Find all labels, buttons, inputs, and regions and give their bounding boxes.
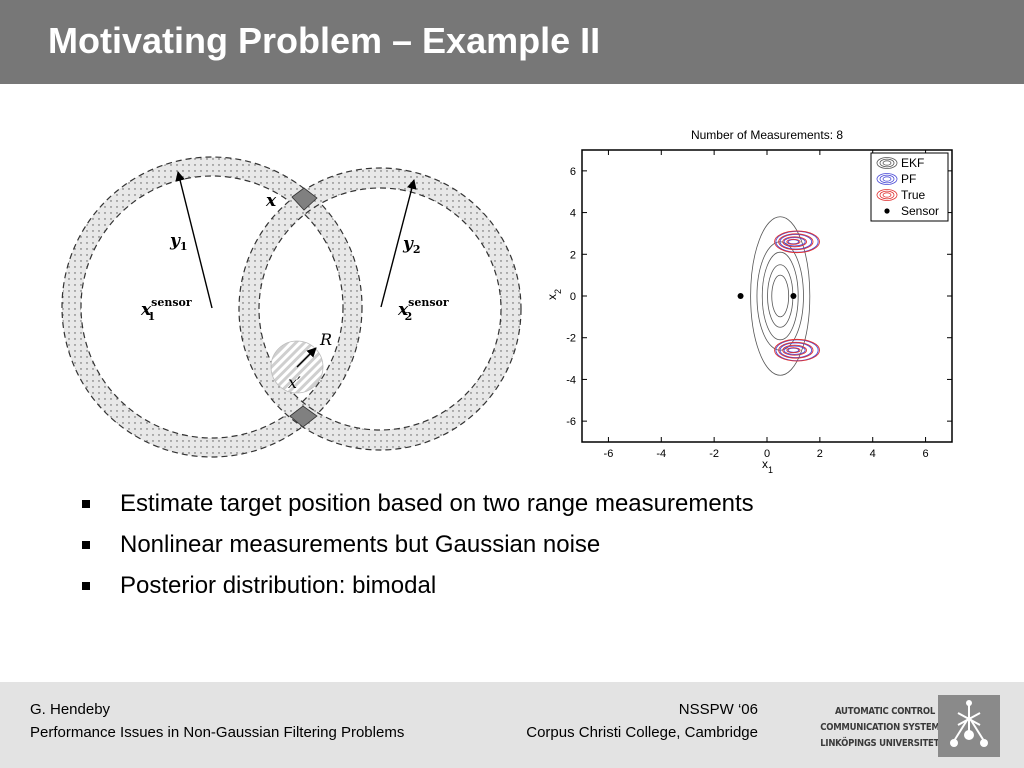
true-contour bbox=[782, 344, 807, 356]
legend-swatch bbox=[879, 158, 895, 168]
legend-label: Sensor bbox=[901, 204, 939, 218]
range-ring-2-outer-edge bbox=[238, 167, 522, 451]
x-tick-label: 0 bbox=[764, 448, 770, 460]
contours bbox=[750, 216, 820, 376]
x-tick-label: -4 bbox=[656, 448, 666, 460]
y-tick-label: -4 bbox=[566, 374, 576, 386]
title-bar: Motivating Problem – Example II bbox=[0, 0, 1024, 84]
range-arrow-2 bbox=[380, 179, 417, 308]
legend-swatch bbox=[882, 192, 892, 198]
bullet-text: Nonlinear measurements but Gaussian nois… bbox=[120, 531, 601, 558]
x-axis-label: x1 bbox=[762, 457, 773, 475]
label-y1: y1 bbox=[169, 231, 188, 253]
pf-contour bbox=[783, 237, 806, 247]
true-contour bbox=[778, 341, 814, 359]
sensor-point bbox=[790, 293, 797, 299]
legend-swatch bbox=[882, 176, 892, 182]
y-tick-label: 4 bbox=[570, 208, 576, 220]
range-arrow-1 bbox=[175, 171, 213, 309]
range-ring-2 bbox=[239, 168, 522, 450]
x-tick-label: 6 bbox=[923, 448, 929, 460]
x-tick-label: 2 bbox=[817, 448, 823, 460]
footer-venue: Corpus Christi College, Cambridge bbox=[526, 724, 758, 741]
intersection-region-top bbox=[291, 187, 318, 211]
label-sensor-1: xsensor 1 bbox=[140, 296, 192, 323]
legend-swatch bbox=[882, 160, 892, 166]
bullet-item: Nonlinear measurements but Gaussian nois… bbox=[82, 527, 754, 568]
bullet-marker bbox=[82, 541, 90, 549]
chart-title: Number of Measurements: 8 bbox=[691, 128, 843, 142]
range-ring-2-inner-edge bbox=[258, 187, 502, 431]
y-tick-label: 6 bbox=[570, 166, 576, 178]
legend-swatch bbox=[876, 157, 898, 169]
slide-title: Motivating Problem – Example II bbox=[48, 20, 601, 61]
label-R: R bbox=[319, 330, 332, 349]
bullet-list: Estimate target position based on two ra… bbox=[82, 486, 754, 609]
university-logo-icon bbox=[938, 695, 1000, 757]
y-tick-label: -6 bbox=[566, 416, 576, 428]
legend: EKF PF True Sensor bbox=[870, 152, 949, 222]
true-contour bbox=[782, 236, 807, 248]
pf-contour bbox=[783, 345, 806, 355]
pf-contour bbox=[779, 234, 813, 250]
institution-logo-text: AUTOMATIC CONTROL COMMUNICATION SYSTEMS … bbox=[820, 704, 946, 752]
footer-author: G. Hendeby bbox=[30, 701, 111, 718]
ekf-contour bbox=[771, 274, 790, 318]
y-tick-label: -2 bbox=[566, 333, 576, 345]
bullet-text: Posterior distribution: bimodal bbox=[120, 572, 437, 599]
footer: G. Hendeby Performance Issues in Non-Gau… bbox=[0, 682, 1024, 768]
intersection-region-bottom bbox=[289, 405, 318, 428]
x-tick-label: -6 bbox=[604, 448, 614, 460]
y-axis-label: x2 bbox=[545, 289, 563, 300]
true-contour bbox=[774, 338, 820, 362]
range-rings-illustration: y1 y2 x xsensor 1 xsensor 2 R x′ bbox=[61, 156, 522, 458]
axis-ticks: -6 -4 -2 0 2 4 6 6 4 2 0 -2 -4 -6 bbox=[566, 150, 952, 460]
pf-contour bbox=[779, 342, 813, 358]
logo-line: COMMUNICATION SYSTEMS bbox=[820, 722, 946, 733]
sensors bbox=[737, 293, 797, 299]
y-tick-label: 2 bbox=[570, 249, 576, 261]
legend-label: True bbox=[901, 188, 926, 202]
sensor-point bbox=[737, 293, 744, 299]
range-ring-1-inner-edge bbox=[80, 175, 344, 439]
ekf-contour bbox=[761, 251, 799, 341]
logo-line: LINKÖPINGS UNIVERSITET bbox=[820, 738, 940, 749]
bullet-marker bbox=[82, 500, 90, 508]
legend-swatch bbox=[876, 189, 898, 201]
y-tick-label: 0 bbox=[570, 291, 576, 303]
true-contour bbox=[774, 230, 820, 254]
legend-swatch bbox=[876, 173, 898, 185]
footer-conference: NSSPW ‘06 bbox=[678, 701, 758, 718]
legend-swatch bbox=[879, 190, 895, 200]
true-contour bbox=[786, 238, 801, 245]
true-contour bbox=[786, 347, 801, 354]
label-sensor-2: xsensor 2 bbox=[397, 296, 449, 323]
logo-line: AUTOMATIC CONTROL bbox=[834, 706, 935, 717]
legend-swatch bbox=[884, 208, 890, 214]
bullet-text: Estimate target position based on two ra… bbox=[120, 490, 754, 517]
range-ring-1-outer-edge bbox=[61, 156, 363, 458]
legend-label: EKF bbox=[901, 156, 924, 170]
label-y2: y2 bbox=[402, 234, 421, 256]
bullet-item: Posterior distribution: bimodal bbox=[82, 568, 754, 609]
ekf-contour bbox=[750, 216, 811, 376]
true-contour bbox=[778, 233, 814, 251]
x-tick-label: -2 bbox=[709, 448, 719, 460]
label-x-prime: x′ bbox=[288, 373, 301, 392]
bullet-item: Estimate target position based on two ra… bbox=[82, 486, 754, 527]
x-tick-label: 4 bbox=[870, 448, 876, 460]
radius-arrow bbox=[296, 347, 317, 368]
legend-swatch bbox=[879, 174, 895, 184]
legend-label: PF bbox=[901, 172, 916, 186]
posterior-contour-plot: Number of Measurements: 8 -6 -4 -2 0 2 4 6 6 4 2 0… bbox=[545, 128, 953, 475]
label-target-x: x bbox=[265, 191, 277, 211]
footer-talk-title: Performance Issues in Non-Gaussian Filte… bbox=[30, 724, 405, 741]
bullet-marker bbox=[82, 582, 90, 590]
